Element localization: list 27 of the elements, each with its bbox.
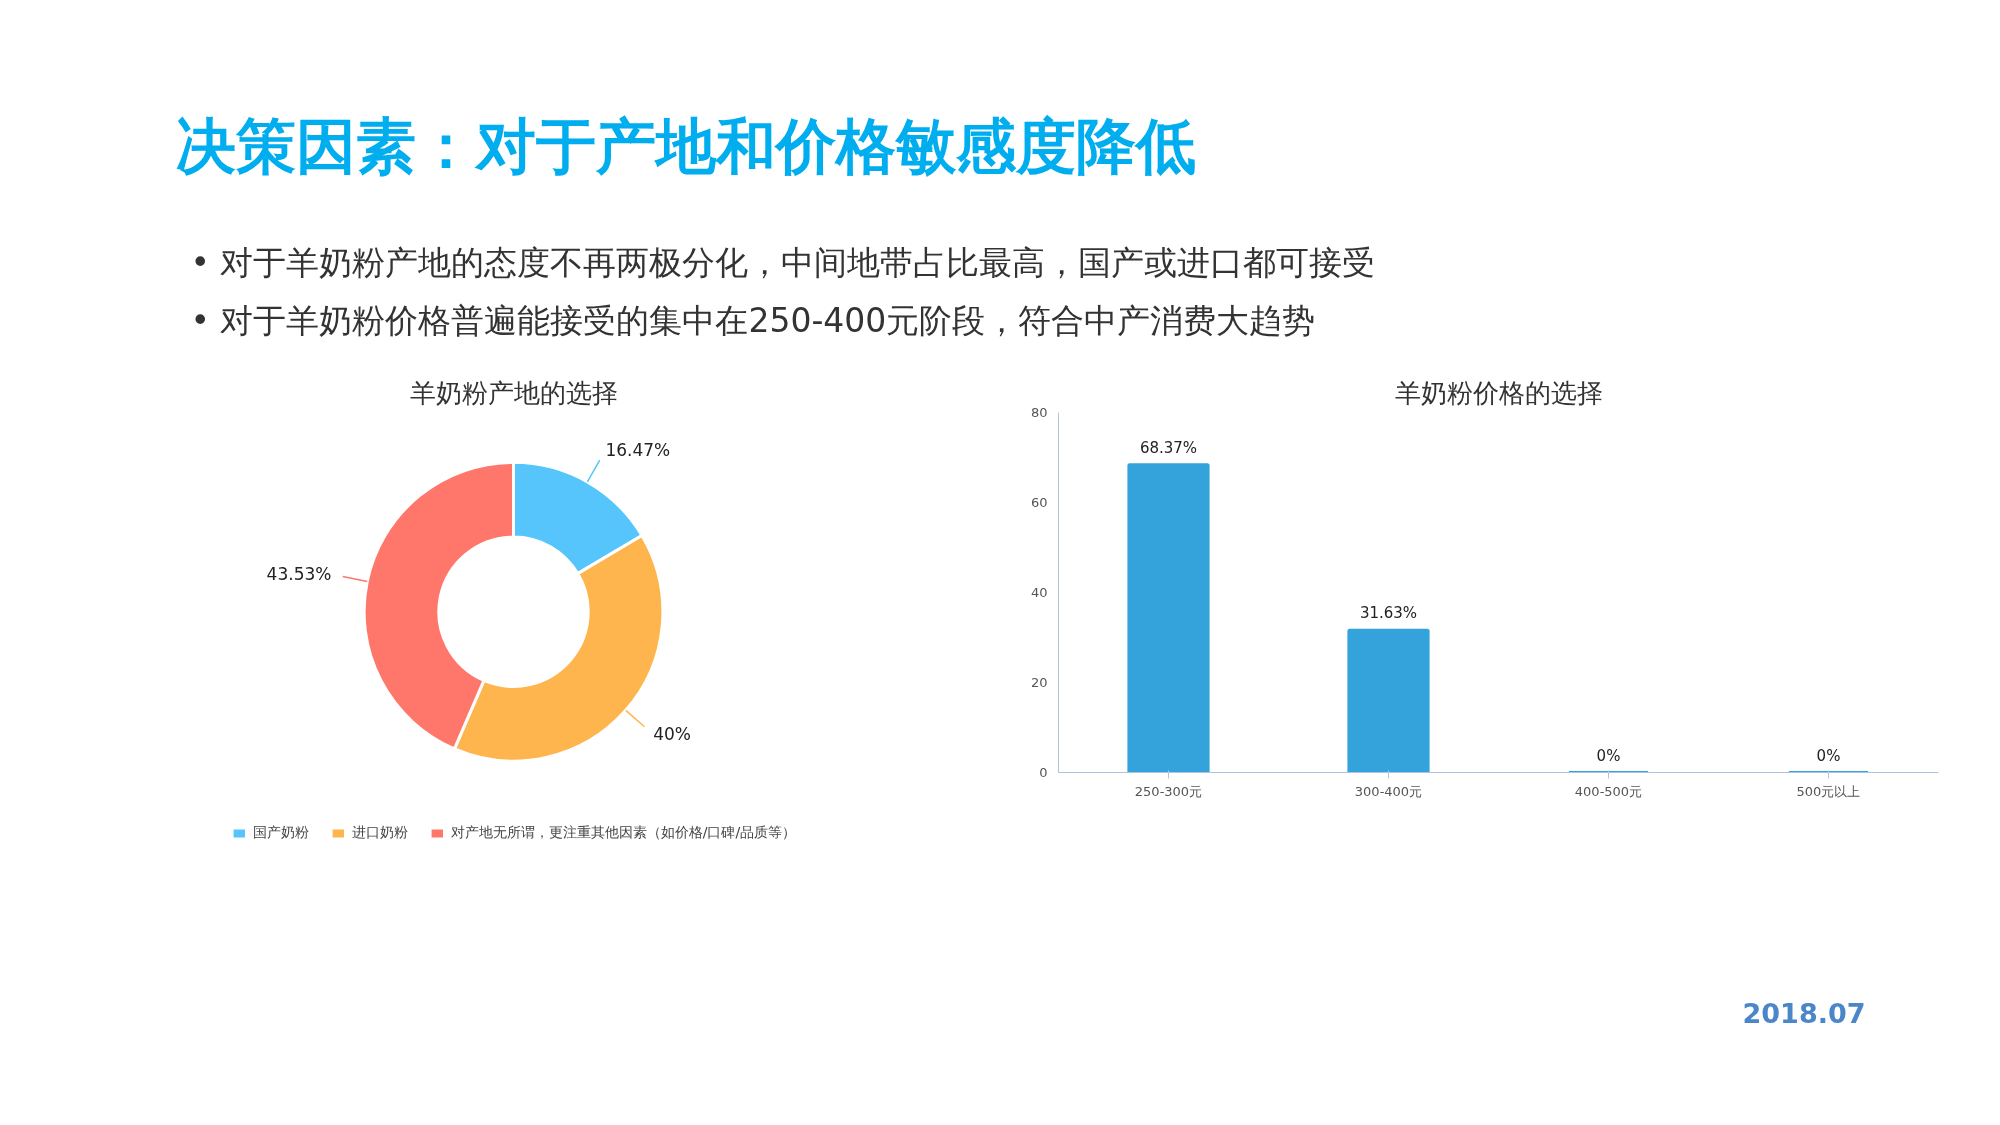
text: • 对于羊奶粉价格普遍能接受的集中在250-400元阶段，符合中产消费大趋势 <box>190 301 1316 340</box>
x-tick-label: 250-300元 <box>1134 783 1203 799</box>
y-tick-label: 20 <box>1030 675 1048 690</box>
x-tick-label: 400-500元 <box>1574 783 1643 799</box>
legend-label: 对产地无所谓，更注重其他因素（如价格/口碑/品质等） <box>450 824 797 842</box>
chart-title: 羊奶粉价格的选择 <box>1394 377 1603 408</box>
bar <box>1127 463 1210 773</box>
y-tick-label: 40 <box>1030 585 1048 600</box>
data-label: 43.53% <box>266 564 332 585</box>
legend-label: 进口奶粉 <box>351 824 408 842</box>
y-tick-label: 60 <box>1030 495 1048 510</box>
text: • 对于羊奶粉产地的态度不再两极分化，中间地带占比最高，国产或进口都可接受 <box>190 243 1376 282</box>
bar <box>1347 628 1430 773</box>
text: 决策因素：对于产地和价格敏感度降低 <box>175 110 1196 181</box>
legend-label: 国产奶粉 <box>252 824 309 842</box>
data-label: 68.37% <box>1139 438 1198 457</box>
x-tick-label: 500元以上 <box>1796 783 1861 799</box>
y-tick-label: 0 <box>1039 765 1048 780</box>
text: 2018.07 <box>1742 997 1866 1029</box>
x-tick-label: 300-400元 <box>1354 783 1423 799</box>
data-label: 16.47% <box>605 440 671 461</box>
chart-title: 羊奶粉产地的选择 <box>409 377 618 408</box>
data-label: 31.63% <box>1359 604 1418 623</box>
data-label: 40% <box>653 724 691 745</box>
y-tick-label: 80 <box>1030 405 1048 420</box>
data-label: 0% <box>1596 746 1621 765</box>
data-label: 0% <box>1816 746 1841 765</box>
